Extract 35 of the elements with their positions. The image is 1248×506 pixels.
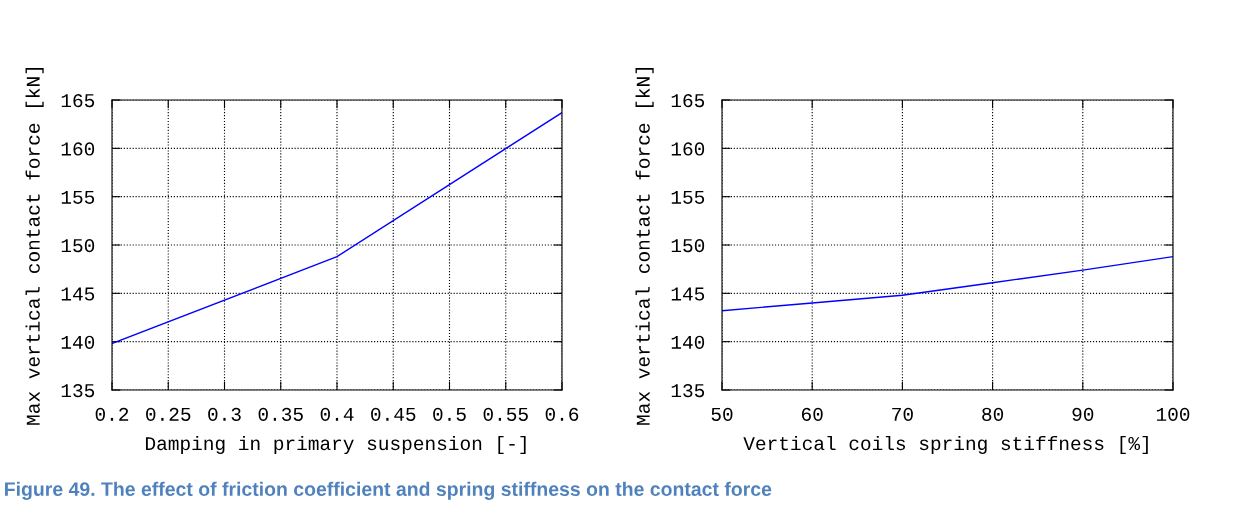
y-axis-title: Max vertical contact force [kN] bbox=[25, 68, 44, 425]
x-tick-label: 0.35 bbox=[258, 407, 303, 421]
y-tick-label: 165 bbox=[671, 94, 705, 108]
x-tick-label: 0.25 bbox=[146, 407, 191, 421]
x-tick-label: 0.3 bbox=[208, 407, 241, 421]
y-tick-label: 160 bbox=[671, 142, 705, 156]
x-tick-label: 70 bbox=[892, 407, 913, 421]
y-tick-label: 165 bbox=[61, 94, 95, 108]
y-tick-label: 155 bbox=[671, 190, 705, 204]
y-tick-label: 155 bbox=[61, 190, 95, 204]
x-tick-label: 90 bbox=[1072, 407, 1094, 421]
caption: Figure 49. The effect of friction coefficient and spring stiffness on the contact force bbox=[5, 481, 772, 500]
y-tick-label: 135 bbox=[61, 384, 95, 398]
y-tick-label: 145 bbox=[61, 287, 95, 301]
x-tick-label: 50 bbox=[711, 407, 733, 421]
x-tick-label: 0.2 bbox=[95, 407, 129, 421]
x-tick-label: 0.55 bbox=[483, 407, 528, 421]
x-axis-title: Vertical coils spring stiffness [%] bbox=[743, 435, 1148, 455]
x-tick-label: 0.4 bbox=[320, 407, 354, 421]
x-axis-title: Damping in primary suspension [-] bbox=[145, 435, 526, 455]
x-tick-label: 80 bbox=[982, 407, 1004, 421]
y-tick-label: 140 bbox=[671, 335, 705, 349]
x-tick-label: 100 bbox=[1156, 407, 1190, 421]
line-series bbox=[722, 255, 1173, 312]
x-tick-label: 0.5 bbox=[433, 407, 466, 421]
x-tick-label: 0.6 bbox=[545, 407, 579, 421]
y-axis-title: Max vertical contact force [kN] bbox=[635, 68, 654, 425]
y-tick-label: 140 bbox=[61, 335, 95, 349]
x-tick-label: 0.45 bbox=[371, 407, 416, 421]
y-tick-label: 150 bbox=[61, 239, 95, 253]
y-tick-label: 145 bbox=[671, 287, 705, 301]
y-tick-label: 135 bbox=[671, 384, 705, 398]
y-tick-label: 150 bbox=[671, 239, 705, 253]
x-tick-label: 60 bbox=[801, 407, 823, 421]
y-tick-label: 160 bbox=[61, 142, 95, 156]
